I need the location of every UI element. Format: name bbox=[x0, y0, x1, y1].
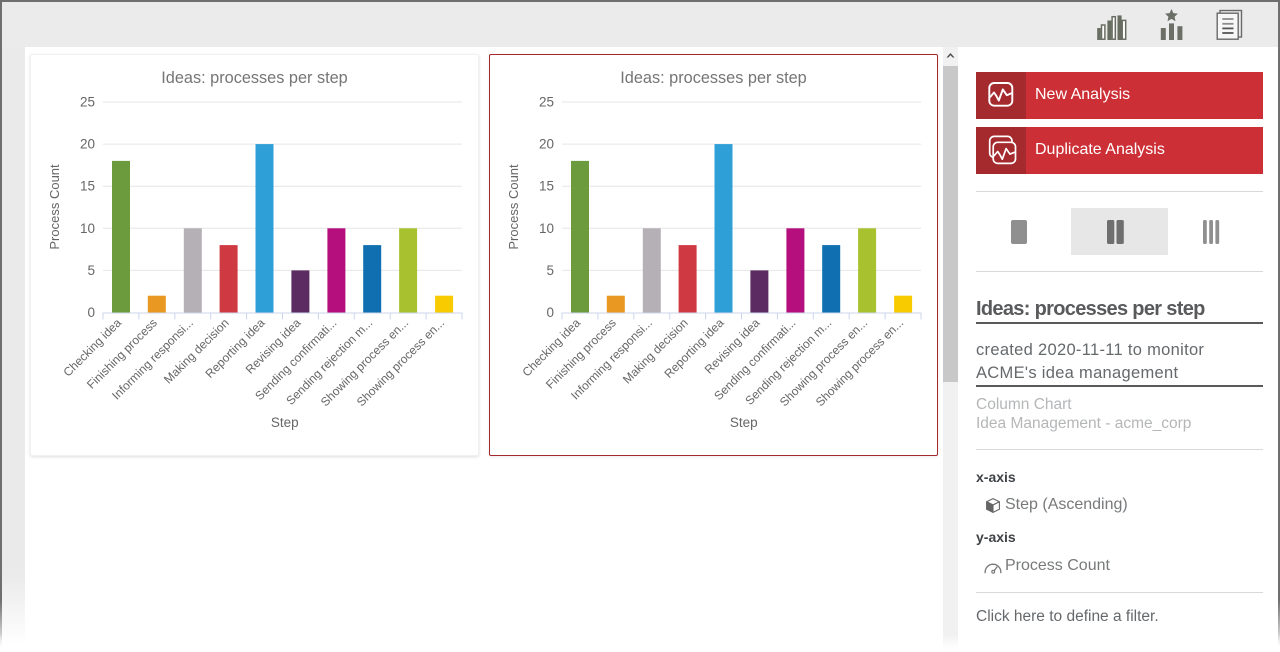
svg-text:25: 25 bbox=[539, 95, 554, 110]
svg-text:Step: Step bbox=[730, 415, 758, 430]
svg-text:25: 25 bbox=[80, 95, 95, 110]
svg-text:5: 5 bbox=[546, 263, 554, 278]
svg-text:10: 10 bbox=[539, 221, 554, 236]
svg-text:Step: Step bbox=[271, 415, 299, 430]
svg-text:0: 0 bbox=[87, 305, 95, 320]
svg-text:15: 15 bbox=[539, 179, 554, 194]
svg-text:Ideas: processes per step: Ideas: processes per step bbox=[161, 69, 347, 87]
svg-text:20: 20 bbox=[80, 137, 95, 152]
svg-text:20: 20 bbox=[539, 137, 554, 152]
svg-text:Process Count: Process Count bbox=[506, 164, 521, 250]
svg-text:Process Count: Process Count bbox=[47, 164, 62, 250]
svg-text:0: 0 bbox=[546, 305, 554, 320]
svg-text:10: 10 bbox=[80, 221, 95, 236]
svg-text:5: 5 bbox=[87, 263, 95, 278]
svg-text:Ideas: processes per step: Ideas: processes per step bbox=[620, 69, 806, 87]
svg-text:15: 15 bbox=[80, 179, 95, 194]
